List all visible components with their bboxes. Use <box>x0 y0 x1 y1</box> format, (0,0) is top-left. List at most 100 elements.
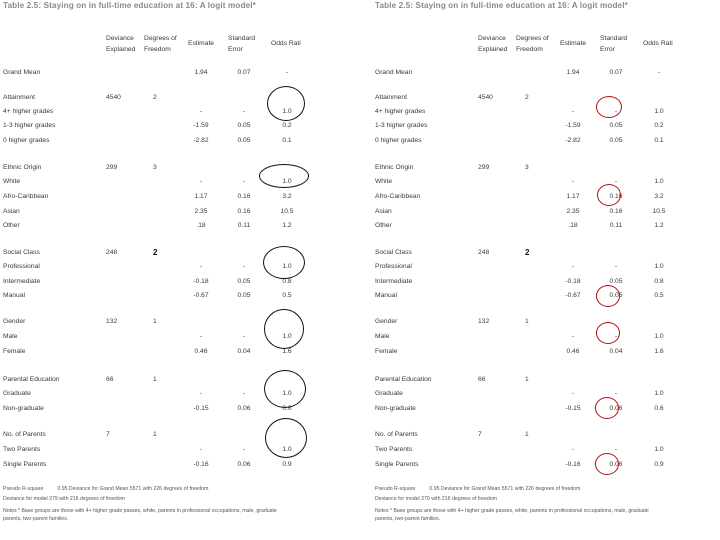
group-deviance: 299 <box>106 164 118 171</box>
group-df: 1 <box>525 431 529 438</box>
header-standard-error: Standard Error <box>600 33 627 55</box>
row-standard-error: 0.16 <box>609 193 623 200</box>
header-standard-error-line: Error <box>228 46 243 53</box>
row-label: 4+ higher grades <box>3 108 54 115</box>
row-standard-error: 0.04 <box>237 348 251 355</box>
header-estimate: Estimate <box>560 38 586 49</box>
row-standard-error: - <box>614 178 618 185</box>
row-label: Manual <box>375 292 397 299</box>
row-standard-error: 0.05 <box>237 292 251 299</box>
table-title: Table 2.5: Staying on in full-time educa… <box>375 1 628 10</box>
group-deviance: 299 <box>478 164 490 171</box>
header-degrees-of-freedom: Degrees of Freedom <box>144 33 177 55</box>
footer-pseudo-value: 0.95 Deviance for Grand Mean 5571 with 2… <box>57 486 209 492</box>
row-odds-ratio: 1.2 <box>654 222 664 229</box>
row-estimate: 1.17 <box>566 193 580 200</box>
group-df: 2 <box>525 94 529 101</box>
header-degrees-of-freedom: Degrees of Freedom <box>516 33 549 55</box>
group-deviance: 66 <box>478 376 486 383</box>
row-standard-error: 0.06 <box>237 405 251 412</box>
row-standard-error: - <box>614 108 618 115</box>
group-deviance: 132 <box>106 318 118 325</box>
group-df: 2 <box>153 94 157 101</box>
row-label: Other <box>3 222 20 229</box>
right-table-panel: Table 2.5: Staying on in full-time educa… <box>375 0 720 540</box>
row-standard-error: 0.11 <box>609 222 623 229</box>
row-standard-error: - <box>614 333 618 340</box>
header-deviance-explained-line: Deviance <box>106 35 134 42</box>
footer-pseudo-r2: Pseudo R-square 0.95 Deviance for Grand M… <box>375 486 580 492</box>
group-df: 1 <box>153 318 157 325</box>
header-degrees-of-freedom-line: Freedom <box>144 46 171 53</box>
right-panel-inner: Table 2.5: Staying on in full-time educa… <box>375 0 720 540</box>
row-odds-ratio: 10.5 <box>652 208 666 215</box>
row-odds-ratio: 1.0 <box>654 263 664 270</box>
footer-pseudo-r2: Pseudo R-square 0.95 Deviance for Grand M… <box>3 486 208 492</box>
row-standard-error: 0.05 <box>237 278 251 285</box>
header-deviance-explained: Deviance Explained <box>478 33 507 55</box>
grand-mean-se: 0.07 <box>609 69 623 76</box>
header-standard-error-line: Error <box>600 46 615 53</box>
row-estimate: -2.82 <box>565 137 581 144</box>
row-estimate: -0.15 <box>565 405 581 412</box>
row-estimate: -0.18 <box>193 278 209 285</box>
footer-pseudo-label: Pseudo R-square <box>375 486 416 492</box>
row-label: 1-3 higher grades <box>3 122 56 129</box>
row-odds-ratio: 0.5 <box>282 292 292 299</box>
row-odds-ratio: 1.2 <box>282 222 292 229</box>
group-deviance: 4540 <box>478 94 493 101</box>
row-label: Asian <box>3 208 20 215</box>
row-odds-ratio: 3.2 <box>654 193 664 200</box>
highlight-circle-black <box>264 309 304 349</box>
row-label: Asian <box>375 208 392 215</box>
header-deviance-explained-line: Explained <box>478 46 508 53</box>
row-label: Non-graduate <box>3 405 44 412</box>
group-deviance: 248 <box>106 249 118 256</box>
footer-notes-line1: Notes * Base groups are those with 4+ hi… <box>375 508 649 514</box>
row-standard-error: 0.05 <box>237 137 251 144</box>
row-label: White <box>375 178 393 185</box>
row-standard-error: - <box>614 446 618 453</box>
group-name: Ethnic Origin <box>3 164 42 171</box>
row-estimate: - <box>571 263 575 270</box>
row-estimate: -1.59 <box>565 122 581 129</box>
row-odds-ratio: 0.2 <box>654 122 664 129</box>
row-estimate: 0.46 <box>566 348 580 355</box>
group-name: Attainment <box>375 94 407 101</box>
row-odds-ratio: 0.1 <box>282 137 292 144</box>
footer-pseudo-label: Pseudo R-square <box>3 486 44 492</box>
row-estimate: -1.59 <box>193 122 209 129</box>
footer-pseudo-value: 0.95 Deviance for Grand Mean 5571 with 2… <box>429 486 581 492</box>
row-standard-error: 0.06 <box>237 461 251 468</box>
row-label: Male <box>375 333 390 340</box>
row-estimate: - <box>571 390 575 397</box>
header-estimate-line: Estimate <box>188 40 215 47</box>
row-label: Afro-Caribbean <box>375 193 421 200</box>
footer-deviance-model: Deviance for model 279 with 216 degrees … <box>3 496 125 502</box>
header-estimate-line: Estimate <box>560 40 587 47</box>
group-df: 1 <box>525 376 529 383</box>
row-estimate: -2.82 <box>193 137 209 144</box>
row-label: Other <box>375 222 392 229</box>
row-odds-ratio: 0.9 <box>282 461 292 468</box>
grand-mean-odds: - <box>285 69 289 76</box>
table-title: Table 2.5: Staying on in full-time educa… <box>3 1 256 10</box>
row-standard-error: - <box>242 390 246 397</box>
row-odds-ratio: 1.0 <box>282 263 292 270</box>
row-odds-ratio: 1.0 <box>282 178 292 185</box>
row-estimate: - <box>571 446 575 453</box>
group-df: 2 <box>153 248 158 257</box>
group-name: Gender <box>3 318 26 325</box>
group-df: 1 <box>153 431 157 438</box>
row-estimate: .18 <box>196 222 206 229</box>
row-label: Two Parents <box>3 446 41 453</box>
header-estimate: Estimate <box>188 38 214 49</box>
row-label: 0 higher grades <box>3 137 50 144</box>
row-odds-ratio: 1.0 <box>282 446 292 453</box>
row-label: Professional <box>3 263 40 270</box>
header-deviance-explained-line: Deviance <box>478 35 506 42</box>
row-odds-ratio: 0.6 <box>654 405 664 412</box>
header-odds-ratio-line: Odds Rati <box>643 40 673 47</box>
row-odds-ratio: 1.0 <box>654 390 664 397</box>
row-odds-ratio: 1.6 <box>282 348 292 355</box>
